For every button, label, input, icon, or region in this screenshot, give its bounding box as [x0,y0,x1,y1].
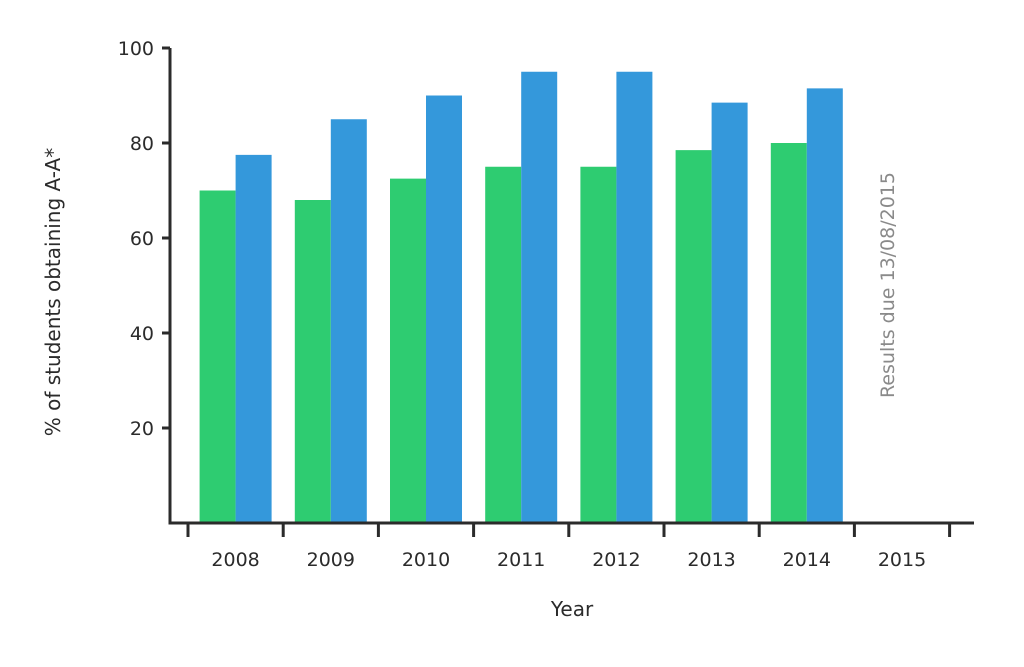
bar-2011-series-1 [485,166,522,523]
x-tick-label-2011: 2011 [497,549,545,571]
bar-2012-series-1 [580,166,617,523]
y-axis-title: % of students obtaining A-A* [41,148,65,436]
results-due-annotation: Results due 13/08/2015 [877,172,899,398]
bar-2008-series-1 [199,190,236,523]
bar-2013-series-2 [711,102,748,523]
y-tick-label-80: 80 [130,133,154,155]
bar-2014-series-1 [770,143,807,523]
x-axis-title: Year [550,597,594,621]
bar-2009-series-2 [330,119,367,523]
x-tick-label-2015: 2015 [878,549,926,571]
x-tick-label-2009: 2009 [307,549,355,571]
bar-2012-series-2 [616,71,653,523]
x-tick-label-2010: 2010 [402,549,450,571]
x-ticks-group: 2008 2009 2010 2011 2012 2013 2014 2015 [186,523,952,571]
axes-group [168,48,974,525]
y-tick-label-100: 100 [118,38,154,60]
y-tick-label-40: 40 [130,323,154,345]
y-tick-label-20: 20 [130,418,154,440]
bar-2013-series-1 [675,150,712,523]
bar-2010-series-1 [390,178,426,523]
y-tick-label-60: 60 [130,228,154,250]
bar-2011-series-2 [521,71,558,523]
bar-2010-series-2 [426,95,462,523]
bars-group [199,71,843,523]
y-ticks-group: 20 40 60 80 100 [118,38,170,440]
x-tick-label-2013: 2013 [687,549,735,571]
x-tick-label-2014: 2014 [783,549,831,571]
x-tick-label-2008: 2008 [211,549,259,571]
x-tick-label-2012: 2012 [592,549,640,571]
bar-2008-series-2 [235,154,272,523]
bar-2014-series-2 [806,88,843,523]
bar-2009-series-1 [294,200,331,523]
